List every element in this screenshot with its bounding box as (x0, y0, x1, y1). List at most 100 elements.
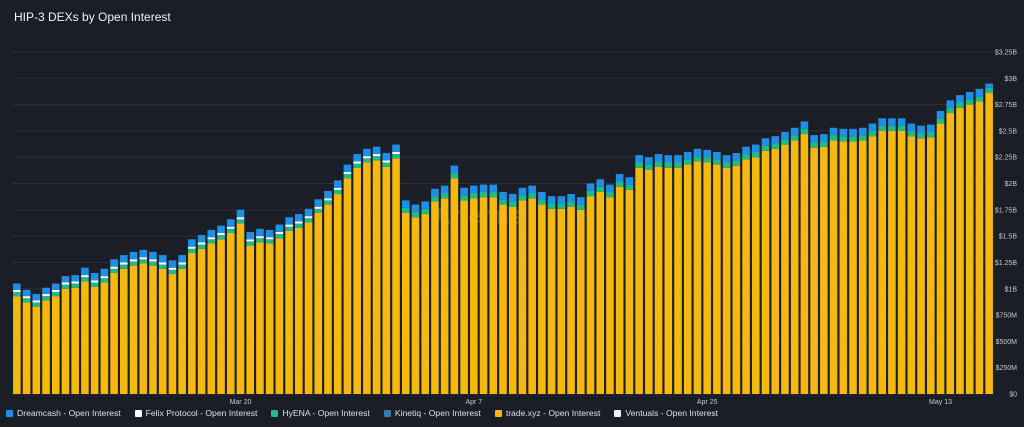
bar-segment[interactable] (90, 286, 99, 394)
bar-segment[interactable] (324, 198, 332, 201)
bar-segment[interactable] (256, 242, 264, 394)
bar-segment[interactable] (790, 135, 799, 141)
bar-segment[interactable] (421, 208, 430, 215)
bar-segment[interactable] (693, 161, 702, 394)
legend-item[interactable]: trade.xyz - Open Interest (494, 408, 600, 418)
bar-segment[interactable] (382, 160, 391, 163)
bar-segment[interactable] (547, 208, 556, 394)
bar-segment[interactable] (168, 269, 177, 275)
bar-segment[interactable] (732, 160, 741, 166)
bar-segment[interactable] (965, 91, 974, 100)
bar-segment[interactable] (489, 191, 498, 198)
bar-segment[interactable] (61, 282, 70, 285)
bar-segment[interactable] (22, 302, 31, 394)
bar-segment[interactable] (897, 130, 906, 395)
bar-segment[interactable] (226, 219, 235, 227)
bar-segment[interactable] (139, 257, 148, 260)
bar-segment[interactable] (596, 179, 605, 187)
bar-segment[interactable] (51, 289, 60, 292)
bar-segment[interactable] (22, 298, 31, 303)
bar-segment[interactable] (732, 153, 741, 161)
bar-segment[interactable] (839, 136, 848, 142)
bar-segment[interactable] (615, 174, 624, 182)
bar-segment[interactable] (304, 218, 313, 223)
bar-segment[interactable] (440, 198, 449, 394)
bar-segment[interactable] (90, 282, 99, 287)
bar-segment[interactable] (188, 239, 196, 247)
bar-segment[interactable] (586, 190, 595, 197)
bar-segment[interactable] (820, 134, 828, 142)
bar-segment[interactable] (538, 191, 546, 200)
bar-segment[interactable] (275, 238, 284, 394)
bar-segment[interactable] (246, 241, 254, 246)
bar-segment[interactable] (450, 173, 459, 179)
bar-segment[interactable] (538, 204, 546, 394)
bar-segment[interactable] (917, 138, 925, 394)
bar-segment[interactable] (557, 203, 566, 209)
bar-segment[interactable] (508, 194, 517, 202)
bar-segment[interactable] (800, 121, 809, 129)
bar-segment[interactable] (246, 245, 254, 394)
bar-segment[interactable] (518, 200, 527, 394)
bar-segment[interactable] (42, 287, 50, 295)
bar-segment[interactable] (32, 300, 41, 303)
bar-segment[interactable] (372, 154, 381, 157)
bar-segment[interactable] (781, 139, 789, 145)
bar-segment[interactable] (771, 136, 780, 144)
bar-segment[interactable] (645, 169, 653, 394)
bar-segment[interactable] (120, 255, 128, 263)
legend-item[interactable]: Ventuals - Open Interest (614, 408, 718, 418)
bar-segment[interactable] (71, 283, 79, 288)
bar-segment[interactable] (615, 186, 624, 394)
bar-segment[interactable] (606, 184, 614, 192)
bar-segment[interactable] (450, 178, 459, 394)
bar-segment[interactable] (645, 157, 653, 165)
bar-segment[interactable] (849, 141, 857, 394)
bar-segment[interactable] (158, 264, 167, 269)
bar-segment[interactable] (576, 209, 585, 394)
bar-segment[interactable] (363, 156, 371, 159)
bar-segment[interactable] (333, 194, 342, 394)
bar-segment[interactable] (897, 118, 906, 126)
bar-segment[interactable] (674, 167, 682, 394)
bar-segment[interactable] (90, 272, 99, 281)
bar-segment[interactable] (839, 141, 848, 394)
bar-segment[interactable] (752, 144, 760, 152)
bar-segment[interactable] (265, 239, 274, 244)
bar-segment[interactable] (158, 262, 167, 265)
bar-segment[interactable] (713, 159, 721, 165)
bar-segment[interactable] (314, 213, 323, 394)
bar-segment[interactable] (392, 154, 400, 159)
bar-segment[interactable] (790, 127, 799, 136)
bar-segment[interactable] (71, 287, 79, 394)
bar-segment[interactable] (567, 206, 575, 394)
bar-segment[interactable] (401, 200, 410, 208)
bar-segment[interactable] (460, 187, 468, 196)
bar-segment[interactable] (129, 259, 138, 262)
bar-segment[interactable] (946, 113, 955, 394)
bar-segment[interactable] (197, 235, 206, 243)
bar-segment[interactable] (324, 190, 332, 199)
bar-segment[interactable] (275, 234, 284, 239)
bar-segment[interactable] (295, 223, 303, 228)
bar-segment[interactable] (674, 155, 682, 163)
bar-segment[interactable] (664, 155, 673, 163)
bar-segment[interactable] (625, 184, 634, 190)
bar-segment[interactable] (907, 123, 916, 131)
bar-segment[interactable] (829, 135, 838, 141)
bar-segment[interactable] (576, 204, 585, 210)
bar-segment[interactable] (528, 185, 536, 194)
bar-segment[interactable] (586, 196, 595, 394)
bar-segment[interactable] (61, 276, 70, 283)
bar-segment[interactable] (878, 125, 886, 131)
bar-segment[interactable] (343, 174, 352, 179)
bar-segment[interactable] (761, 150, 770, 394)
bar-segment[interactable] (13, 283, 21, 290)
bar-segment[interactable] (722, 167, 731, 394)
bar-segment[interactable] (752, 157, 760, 394)
bar-segment[interactable] (440, 185, 449, 194)
bar-segment[interactable] (965, 104, 974, 395)
bar-segment[interactable] (285, 217, 293, 225)
bar-segment[interactable] (547, 203, 556, 209)
bar-segment[interactable] (51, 291, 60, 297)
